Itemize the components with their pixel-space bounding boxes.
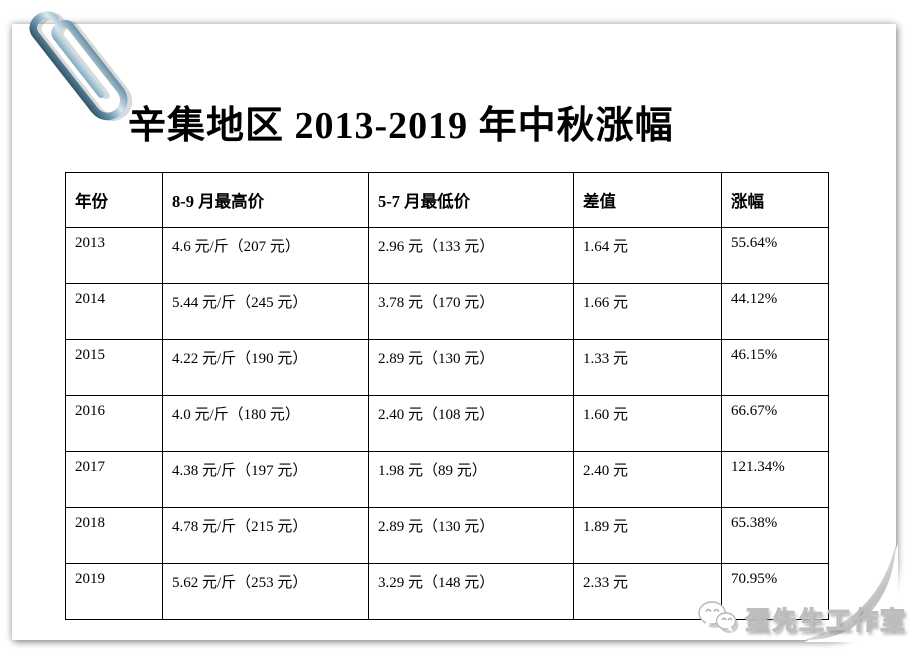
table-row: 2013 4.6 元/斤（207 元） 2.96 元（133 元） 1.64 元 55.… — [65, 227, 829, 284]
year-cell: 2013 — [65, 227, 163, 284]
year-cell: 2015 — [65, 339, 163, 396]
table-row: 2019 5.62 元/斤（253 元） 3.29 元（148 元） 2.33 元 70… — [65, 563, 829, 620]
value-cell: 2.40 元（108 元） — [368, 395, 574, 452]
table-row: 2014 5.44 元/斤（245 元） 3.78 元（170 元） 1.66 元 44… — [65, 283, 829, 340]
value-cell: 1.60 元 — [573, 395, 722, 452]
value-cell: 4.6 元/斤（207 元） — [162, 227, 369, 284]
paperclip-icon — [29, 11, 133, 121]
value-cell: 1.98 元（89 元） — [368, 451, 574, 508]
watermark: 蛋先生工作室 — [698, 601, 907, 637]
table-row: 2015 4.22 元/斤（190 元） 2.89 元（130 元） 1.33 元 46… — [65, 339, 829, 396]
year-cell: 2014 — [65, 283, 163, 340]
value-cell: 121.34% — [721, 451, 829, 508]
value-cell: 46.15% — [721, 339, 829, 396]
value-cell: 3.29 元（148 元） — [368, 563, 574, 620]
value-cell: 4.38 元/斤（197 元） — [162, 451, 369, 508]
value-cell: 66.67% — [721, 395, 829, 452]
wechat-icon — [698, 601, 739, 633]
value-cell: 4.22 元/斤（190 元） — [162, 339, 369, 396]
page-title: 辛集地区 2013-2019 年中秋涨幅 — [128, 105, 674, 147]
year-cell: 2016 — [65, 395, 163, 452]
table-header-row: 年份 8-9 月最高价 5-7 月最低价 差值 涨幅 — [65, 172, 829, 228]
value-cell: 1.66 元 — [573, 283, 722, 340]
column-header-4: 涨幅 — [721, 172, 829, 228]
value-cell: 2.33 元 — [573, 563, 722, 620]
column-header-0: 年份 — [65, 172, 163, 228]
price-table: 年份 8-9 月最高价 5-7 月最低价 差值 涨幅 2013 4.6 元/斤（207 元… — [65, 172, 829, 620]
year-cell: 2017 — [65, 451, 163, 508]
table-row: 2018 4.78 元/斤（215 元） 2.89 元（130 元） 1.89 元 65… — [65, 507, 829, 564]
price-table-body: 2013 4.6 元/斤（207 元） 2.96 元（133 元） 1.64 元 55.… — [65, 227, 829, 620]
value-cell: 44.12% — [721, 283, 829, 340]
value-cell: 1.89 元 — [573, 507, 722, 564]
value-cell: 2.96 元（133 元） — [368, 227, 574, 284]
column-header-1: 8-9 月最高价 — [162, 172, 369, 228]
value-cell: 4.78 元/斤（215 元） — [162, 507, 369, 564]
table-row: 2017 4.38 元/斤（197 元） 1.98 元（89 元） 2.40 元 121… — [65, 451, 829, 508]
value-cell: 3.78 元（170 元） — [368, 283, 574, 340]
value-cell: 4.0 元/斤（180 元） — [162, 395, 369, 452]
value-cell: 65.38% — [721, 507, 829, 564]
watermark-text: 蛋先生工作室 — [744, 608, 908, 636]
column-header-3: 差值 — [573, 172, 722, 228]
value-cell: 1.33 元 — [573, 339, 722, 396]
year-cell: 2018 — [65, 507, 163, 564]
value-cell: 5.62 元/斤（253 元） — [162, 563, 369, 620]
paper-sheet: 辛集地区 2013-2019 年中秋涨幅 年份 8-9 月最高价 5-7 月最低价差… — [12, 24, 898, 642]
value-cell: 70.95% — [721, 563, 829, 620]
table-row: 2016 4.0 元/斤（180 元） 2.40 元（108 元） 1.60 元 66.… — [65, 395, 829, 452]
value-cell: 2.89 元（130 元） — [368, 507, 574, 564]
column-header-2: 5-7 月最低价 — [368, 172, 574, 228]
value-cell: 1.64 元 — [573, 227, 722, 284]
page-curl-icon — [804, 544, 898, 642]
value-cell: 2.89 元（130 元） — [368, 339, 574, 396]
value-cell: 2.40 元 — [573, 451, 722, 508]
year-cell: 2019 — [65, 563, 163, 620]
value-cell: 5.44 元/斤（245 元） — [162, 283, 369, 340]
value-cell: 55.64% — [721, 227, 829, 284]
